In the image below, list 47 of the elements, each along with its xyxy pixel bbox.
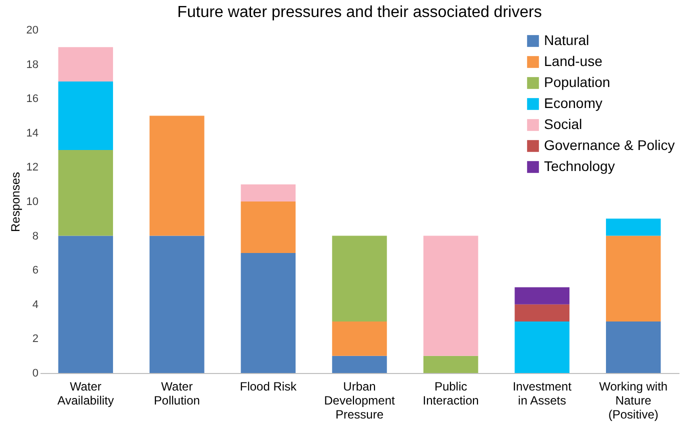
bar — [150, 236, 204, 373]
bar — [332, 322, 387, 356]
legend-label: Social — [544, 116, 582, 132]
x-tick-label: Investment in Assets — [512, 380, 572, 408]
bar — [58, 81, 114, 150]
legend-label: Technology — [544, 158, 615, 174]
chart-title: Future water pressures and their associated drivers — [177, 4, 542, 21]
bar — [514, 322, 570, 373]
y-tick-label: 12 — [26, 162, 38, 174]
bar — [58, 47, 114, 82]
bar — [240, 202, 296, 253]
y-tick-label: 0 — [32, 368, 38, 380]
legend-label: Land-use — [544, 53, 603, 69]
bar — [150, 116, 204, 236]
x-tick-label: Working with Nature (Positive) — [599, 380, 668, 422]
y-axis-title: Responses — [8, 172, 22, 232]
legend-label: Economy — [544, 95, 602, 111]
y-tick-label: 6 — [32, 264, 38, 277]
y-tick-label: 16 — [26, 93, 38, 106]
y-tick-label: 14 — [26, 127, 38, 140]
y-tick-label: 4 — [32, 298, 38, 311]
y-tick-label: 10 — [26, 196, 38, 208]
bar — [606, 236, 661, 322]
x-tick-label: Water Availability — [57, 380, 114, 408]
legend-label: Population — [544, 74, 610, 90]
bar — [58, 150, 114, 236]
x-tick-label: Urban Development Pressure — [324, 380, 396, 422]
bar — [514, 287, 570, 304]
bar — [332, 356, 387, 373]
legend-label: Governance & Policy — [544, 137, 675, 153]
y-tick-label: 8 — [32, 230, 38, 242]
bar — [332, 236, 387, 322]
bar — [423, 236, 478, 356]
y-tick-label: 18 — [26, 58, 38, 71]
legend-label: Natural — [544, 32, 590, 48]
bar — [240, 252, 296, 373]
x-tick-label: Flood Risk — [240, 380, 298, 394]
bar — [606, 322, 661, 373]
bar — [423, 356, 478, 373]
bar — [514, 304, 570, 322]
bar — [606, 218, 661, 236]
x-tick-label: Public Interaction — [422, 380, 479, 408]
x-tick-label: Water Pollution — [154, 380, 200, 408]
bar — [58, 236, 114, 373]
y-tick-label: 20 — [26, 24, 38, 36]
y-tick-label: 2 — [32, 333, 38, 346]
bar — [240, 184, 296, 202]
